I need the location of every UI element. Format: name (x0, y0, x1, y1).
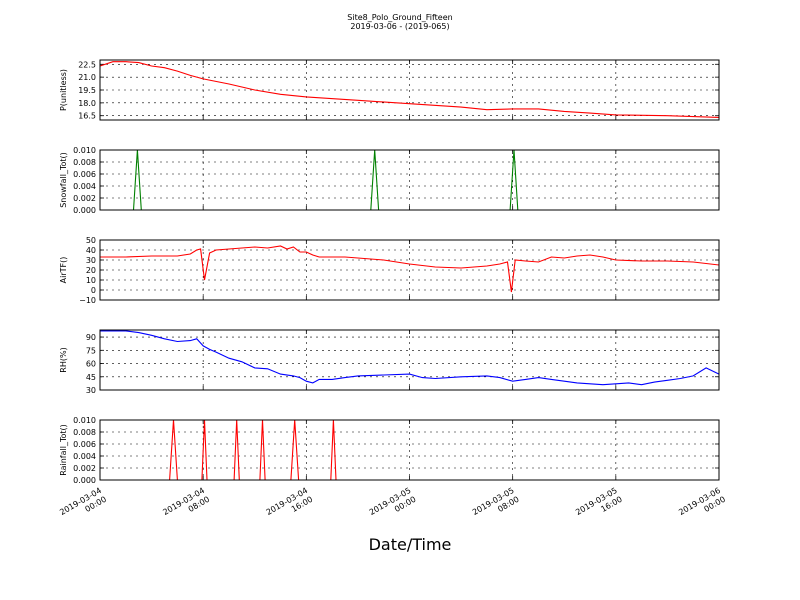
y-tick-label: 60 (86, 360, 96, 369)
y-tick-label: 0.004 (73, 182, 96, 191)
chart-panel-1: 16.5 18.0 19.5 21.0 22.5 P(unitless) (59, 59, 720, 121)
y-tick-label: 0.004 (73, 452, 96, 461)
series-line (100, 61, 719, 118)
panel-frame (99, 419, 720, 481)
y-tick-label: 40 (86, 246, 96, 255)
y-tick-label: 0.000 (73, 206, 96, 215)
y-tick-label: 0.006 (73, 440, 96, 449)
y-tick-label: 0.008 (73, 428, 96, 437)
y-tick-label: 21.0 (78, 73, 96, 82)
panel-frame (99, 59, 720, 121)
panel-frame (99, 329, 720, 391)
chart-panel-2: 0.000 0.002 0.004 0.006 0.008 0.010 Snowfall_T… (59, 146, 720, 215)
y-tick-label: 0 (91, 286, 96, 295)
y-axis-label: Rainfall_Tot() (59, 424, 68, 476)
y-tick-label: 19.5 (78, 86, 96, 95)
series-line (100, 245, 719, 293)
y-tick-label: 0.002 (73, 464, 96, 473)
y-tick-label: 0.010 (73, 416, 96, 425)
y-tick-label: 20 (86, 266, 96, 275)
y-axis-label: RH(%) (59, 347, 68, 372)
y-axis-label: P(unitless) (59, 69, 68, 111)
chart-panel-5: 0.000 0.002 0.004 0.006 0.008 0.010 Rainfall_T… (59, 416, 720, 485)
y-tick-label: 10 (86, 276, 96, 285)
y-tick-label: 22.5 (78, 60, 96, 69)
y-tick-label: 50 (86, 236, 96, 245)
y-tick-label: 0.010 (73, 146, 96, 155)
y-axis-label: AirTF() (59, 257, 68, 284)
y-tick-label: 18.0 (78, 99, 96, 108)
x-axis-label: Date/Time (369, 535, 452, 554)
y-tick-label: 0.002 (73, 194, 96, 203)
y-tick-label: 16.5 (78, 112, 96, 121)
y-tick-label: 45 (86, 373, 96, 382)
series-line (100, 150, 719, 210)
chart-panel-4: 30 45 60 75 90 RH(%) (59, 329, 720, 395)
panel-frame (99, 149, 720, 211)
y-tick-label: 0.000 (73, 476, 96, 485)
panel-frame (99, 239, 720, 301)
y-tick-label: 90 (86, 333, 96, 342)
y-tick-label: 0.008 (73, 158, 96, 167)
y-tick-label: 30 (86, 256, 96, 265)
y-axis-label: Snowfall_Tot() (59, 152, 68, 208)
y-tick-label: 30 (86, 386, 96, 395)
y-tick-label: 75 (86, 346, 96, 355)
y-tick-label: 0.006 (73, 170, 96, 179)
chart-subtitle: 2019-03-06 - (2019-065) (350, 22, 449, 31)
y-tick-label: −10 (79, 296, 96, 305)
chart-title: Site8_Polo_Ground_Fifteen (347, 13, 452, 22)
series-line (100, 330, 719, 386)
